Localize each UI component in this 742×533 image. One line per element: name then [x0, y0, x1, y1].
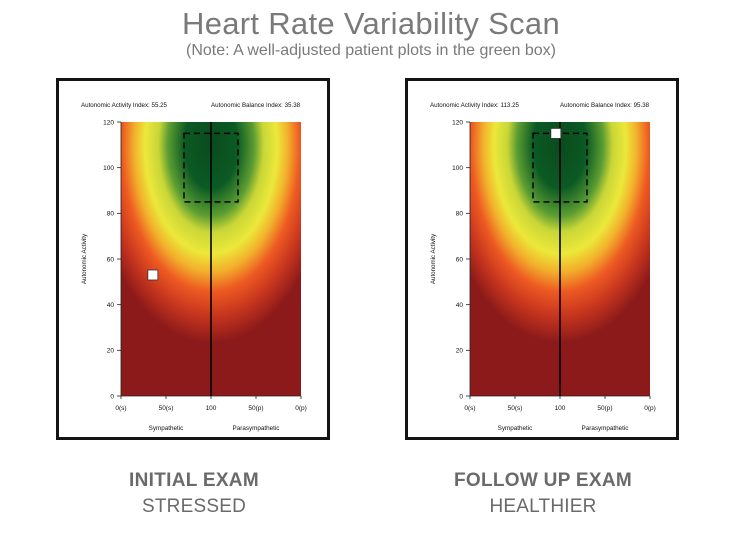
- y-tick-label: 20: [107, 348, 115, 355]
- y-tick-label: 100: [103, 165, 114, 172]
- x-tick-label: 0(s): [464, 405, 475, 412]
- y-tick-label: 120: [103, 119, 114, 126]
- caption-follow-up: FOLLOW UP EXAM HEALTHIER: [393, 470, 693, 518]
- caption-follow-up-status: HEALTHIER: [489, 496, 597, 517]
- x-group-label-parasympathetic: Parasympathetic: [582, 425, 629, 432]
- y-tick-label: 20: [456, 348, 464, 355]
- chart-panel-initial: Autonomic Activity Index: 55.25 Autonomic…: [56, 78, 330, 440]
- target-green-box: [183, 132, 239, 203]
- x-group-label-parasympathetic: Parasympathetic: [233, 425, 280, 432]
- caption-initial-status: STRESSED: [141, 496, 246, 517]
- x-group-label-sympathetic: Sympathetic: [498, 425, 533, 432]
- y-tick-label: 60: [107, 256, 115, 263]
- y-tick-label: 40: [456, 302, 464, 309]
- x-tick-label: 50(s): [159, 405, 174, 412]
- y-tick-label: 80: [456, 211, 464, 218]
- page-title: Heart Rate Variability Scan: [182, 6, 560, 41]
- x-tick-label: 100: [206, 405, 217, 412]
- caption-initial-title: INITIAL EXAM: [129, 470, 259, 491]
- y-tick-label: 80: [107, 211, 115, 218]
- x-group-label-sympathetic: Sympathetic: [149, 425, 184, 432]
- x-tick-label: 50(s): [508, 405, 523, 412]
- patient-data-point: [147, 269, 159, 281]
- x-tick-label: 0(p): [295, 405, 307, 412]
- hrv-chart: Autonomic Activity Index: 55.25 Autonomic…: [81, 102, 307, 432]
- y-tick-label: 0: [110, 393, 114, 400]
- chart-panel-follow-up: Autonomic Activity Index: 113.25 Autonomi…: [405, 78, 679, 440]
- activity-index-label: Autonomic Activity Index: 113.25: [430, 102, 520, 109]
- x-tick-label: 100: [555, 405, 566, 412]
- y-tick-label: 40: [107, 302, 115, 309]
- page-subtitle: (Note: A well-adjusted patient plots in …: [186, 42, 556, 59]
- y-axis-label: Autonomic Activity: [430, 233, 437, 284]
- balance-index-label: Autonomic Balance Index: 95.38: [560, 102, 650, 109]
- caption-initial: INITIAL EXAM STRESSED: [44, 470, 344, 518]
- patient-data-point: [550, 128, 562, 139]
- activity-index-label: Autonomic Activity Index: 55.25: [81, 102, 168, 109]
- x-tick-label: 50(p): [597, 405, 612, 412]
- hrv-chart: Autonomic Activity Index: 113.25 Autonomi…: [430, 102, 656, 432]
- y-tick-label: 60: [456, 256, 464, 263]
- balance-index-label: Autonomic Balance Index: 35.38: [211, 102, 301, 109]
- x-tick-label: 0(p): [644, 405, 656, 412]
- y-axis-label: Autonomic Activity: [81, 233, 88, 284]
- x-tick-label: 0(s): [115, 405, 126, 412]
- caption-follow-up-title: FOLLOW UP EXAM: [453, 470, 632, 491]
- y-tick-label: 120: [452, 119, 463, 126]
- y-tick-label: 100: [452, 165, 463, 172]
- x-tick-label: 50(p): [248, 405, 263, 412]
- y-tick-label: 0: [459, 393, 463, 400]
- target-green-box: [532, 132, 588, 203]
